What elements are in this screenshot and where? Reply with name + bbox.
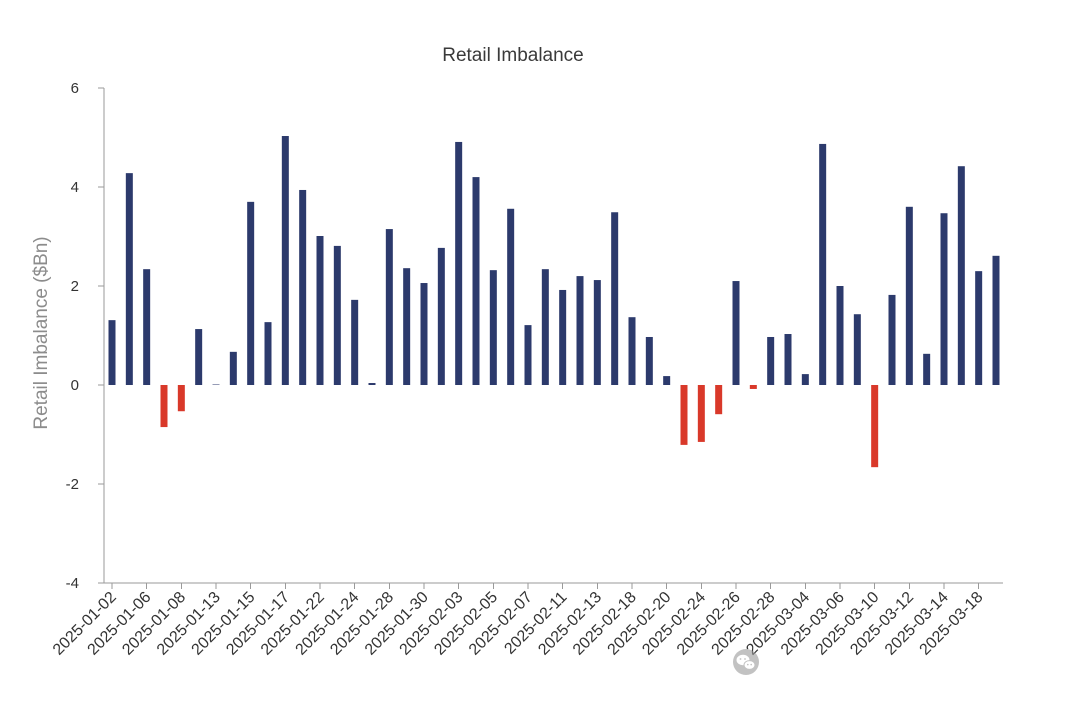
bar — [801, 374, 809, 385]
bar — [524, 325, 532, 385]
bar — [264, 322, 272, 385]
bar — [368, 383, 376, 385]
bar — [871, 385, 879, 468]
bar — [247, 201, 255, 385]
bar — [940, 213, 948, 385]
bar — [767, 336, 775, 385]
bar — [923, 353, 931, 385]
bar — [628, 317, 636, 385]
bar — [507, 208, 515, 385]
bar — [975, 271, 983, 385]
bar — [316, 236, 324, 385]
bar — [351, 299, 359, 385]
bar — [281, 136, 289, 385]
y-tick-label: -2 — [66, 476, 79, 493]
bar — [593, 280, 601, 385]
bar — [333, 245, 341, 385]
bar-series — [108, 136, 1000, 468]
bar — [437, 247, 445, 385]
bar — [143, 269, 151, 385]
bar — [888, 294, 896, 385]
bar — [836, 286, 844, 385]
bar — [992, 255, 1000, 385]
wechat-icon — [733, 649, 759, 675]
chart-title: Retail Imbalance — [442, 45, 584, 66]
y-tick-label: 4 — [71, 179, 79, 196]
y-tick-label: 6 — [71, 80, 79, 97]
bar — [489, 270, 497, 385]
bar — [160, 385, 168, 428]
bar — [385, 229, 393, 385]
bar — [905, 206, 913, 385]
bar — [576, 276, 584, 385]
bar — [420, 283, 428, 385]
bar — [784, 334, 792, 385]
bar — [472, 177, 480, 385]
bar — [715, 385, 723, 415]
y-tick-label: 0 — [71, 377, 79, 394]
bar — [697, 385, 705, 442]
bar — [732, 281, 740, 385]
bar — [455, 141, 463, 385]
bar — [212, 384, 220, 385]
bar — [108, 320, 116, 385]
y-tick-label: 2 — [71, 278, 79, 295]
bar — [229, 351, 237, 385]
bar — [611, 212, 619, 385]
y-tick-label: -4 — [66, 575, 79, 592]
y-axis-label: Retail Imbalance ($Bn) — [31, 236, 52, 429]
watermark — [733, 649, 759, 675]
bar — [125, 173, 133, 385]
bar — [853, 314, 861, 385]
bar — [819, 143, 827, 385]
bar — [680, 385, 688, 445]
bar — [177, 385, 185, 412]
bar — [663, 376, 671, 385]
bar — [749, 385, 757, 389]
y-axis-ticks: 6 4 2 0 -2 -4 — [66, 80, 104, 592]
bar — [957, 166, 965, 385]
bar — [645, 336, 653, 385]
bar — [559, 289, 567, 385]
bar — [403, 268, 411, 385]
bar — [195, 329, 203, 385]
bar — [541, 269, 549, 385]
x-axis-ticks: 2025-01-022025-01-062025-01-082025-01-13… — [50, 583, 987, 659]
bar — [299, 189, 307, 385]
